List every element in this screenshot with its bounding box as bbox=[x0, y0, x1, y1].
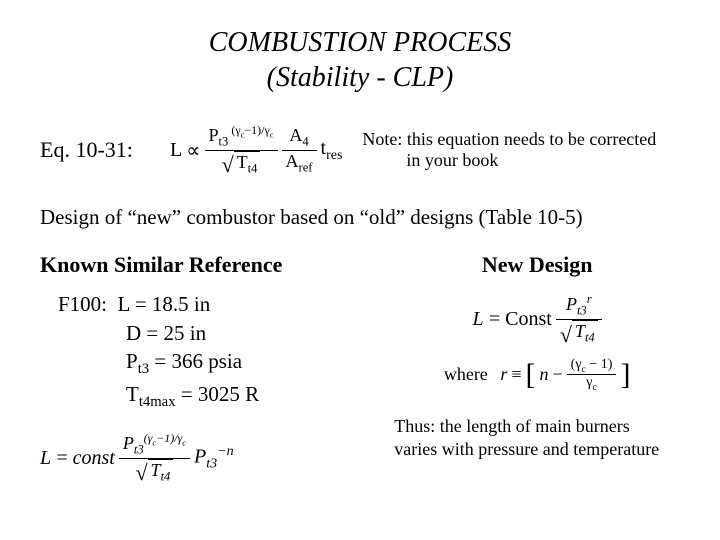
equation-right-stack: L = Const Pt3r √Tt4 where r ≡ [ n − (γc … bbox=[394, 292, 680, 393]
sub-t3b: t3 bbox=[134, 443, 144, 457]
sub-res: res bbox=[326, 148, 342, 163]
sub-t4: t4 bbox=[248, 161, 258, 175]
new-design-header: New Design bbox=[394, 252, 680, 278]
m3: − bbox=[156, 431, 164, 445]
sym-one: 1 bbox=[251, 123, 257, 137]
equation-main: L ∝ Pt3 (γc−1)/γc √Tt4 A4 Aref tres bbox=[170, 123, 342, 177]
t4b: t4 bbox=[161, 469, 171, 483]
known-reference-header: Known Similar Reference bbox=[40, 252, 354, 278]
columns: Known Similar Reference F100: L = 18.5 i… bbox=[40, 252, 680, 485]
note-line-1: Note: this equation needs to be correcte… bbox=[362, 129, 656, 149]
sub-ref: ref bbox=[299, 160, 313, 174]
gc5: c bbox=[582, 363, 586, 374]
thus-line-2: varies with pressure and temperature bbox=[394, 439, 659, 459]
note-line-2: in your book bbox=[362, 150, 656, 172]
m4: − bbox=[217, 444, 226, 459]
t4c: t4 bbox=[585, 330, 595, 344]
thus-line-1: Thus: the length of main burners bbox=[394, 416, 629, 436]
f100-l3-val: = 366 psia bbox=[149, 349, 242, 373]
n2: n bbox=[539, 364, 548, 385]
T2: T bbox=[151, 460, 161, 480]
sub-t3: t3 bbox=[219, 135, 229, 149]
title-line-2: (Stability - CLP) bbox=[267, 62, 454, 93]
sym-prop: ∝ bbox=[186, 138, 200, 163]
sym-T: T bbox=[237, 152, 248, 172]
m6: − bbox=[589, 357, 597, 372]
f100-block: F100: L = 18.5 in D = 25 in Pt3 = 366 ps… bbox=[40, 290, 354, 413]
equiv: ≡ bbox=[511, 364, 521, 385]
r1: r bbox=[587, 292, 592, 306]
sub-4: 4 bbox=[302, 135, 308, 149]
f100-l2: D = 25 in bbox=[58, 319, 354, 347]
f100-l3: Pt3 = 366 psia bbox=[58, 347, 354, 380]
gc4: c bbox=[182, 438, 186, 447]
f100-l4: Tt4max = 3025 R bbox=[58, 380, 354, 413]
equation-label: Eq. 10-31: bbox=[40, 137, 150, 163]
f100-l3-sub: t3 bbox=[138, 361, 149, 377]
equation-right-where: where r ≡ [ n − (γc − 1) γc ] bbox=[444, 357, 631, 394]
sym-P2: P bbox=[123, 433, 134, 453]
sub-c2: c bbox=[270, 130, 274, 139]
design-line: Design of “new” combustor based on “old”… bbox=[40, 205, 680, 230]
equation-row: Eq. 10-31: L ∝ Pt3 (γc−1)/γc √Tt4 A4 Are… bbox=[40, 123, 680, 177]
f100-l4-sub: t4max bbox=[139, 394, 176, 410]
f100-l3-sym: P bbox=[126, 349, 138, 373]
equation-note: Note: this equation needs to be correcte… bbox=[362, 129, 656, 172]
page-title: COMBUSTION PROCESS (Stability - CLP) bbox=[40, 25, 680, 95]
where-word: where bbox=[444, 364, 488, 385]
sym-P: P bbox=[209, 125, 219, 145]
sym-A4: A bbox=[289, 125, 302, 145]
f100-l4-sym: T bbox=[126, 382, 139, 406]
m5: − bbox=[552, 364, 562, 385]
equation-left-bottom: L = const Pt3(γc−1)/γc √Tt4 Pt3−n bbox=[40, 431, 234, 485]
gc6: c bbox=[592, 382, 596, 393]
r2: r bbox=[500, 364, 507, 385]
n1: n bbox=[227, 444, 234, 459]
f100-label: F100: bbox=[58, 292, 107, 316]
t3d: t3 bbox=[577, 304, 587, 318]
title-line-1: COMBUSTION PROCESS bbox=[209, 27, 512, 58]
thus-note: Thus: the length of main burners varies … bbox=[394, 415, 680, 460]
sym-L2: L bbox=[40, 447, 51, 470]
L3: L bbox=[473, 308, 484, 331]
sym-const: const bbox=[73, 447, 115, 470]
known-reference-column: Known Similar Reference F100: L = 18.5 i… bbox=[40, 252, 354, 485]
eq2: = bbox=[488, 308, 502, 331]
sym-Aref: A bbox=[286, 151, 299, 171]
f100-l1: L = 18.5 in bbox=[118, 292, 211, 316]
f100-l4-val: = 3025 R bbox=[176, 382, 260, 406]
P3: P bbox=[194, 446, 206, 468]
o3: 1 bbox=[164, 431, 170, 445]
sym-L: L bbox=[170, 139, 182, 162]
o4: 1 bbox=[601, 357, 608, 372]
sym-eq: = bbox=[55, 447, 69, 470]
t3c: t3 bbox=[206, 457, 217, 472]
T3: T bbox=[575, 321, 585, 341]
Const1: Const bbox=[505, 308, 552, 331]
new-design-column: New Design L = Const Pt3r √Tt4 where r ≡… bbox=[394, 252, 680, 485]
P4: P bbox=[566, 294, 577, 314]
equation-right-top: L = Const Pt3r √Tt4 bbox=[473, 292, 602, 346]
